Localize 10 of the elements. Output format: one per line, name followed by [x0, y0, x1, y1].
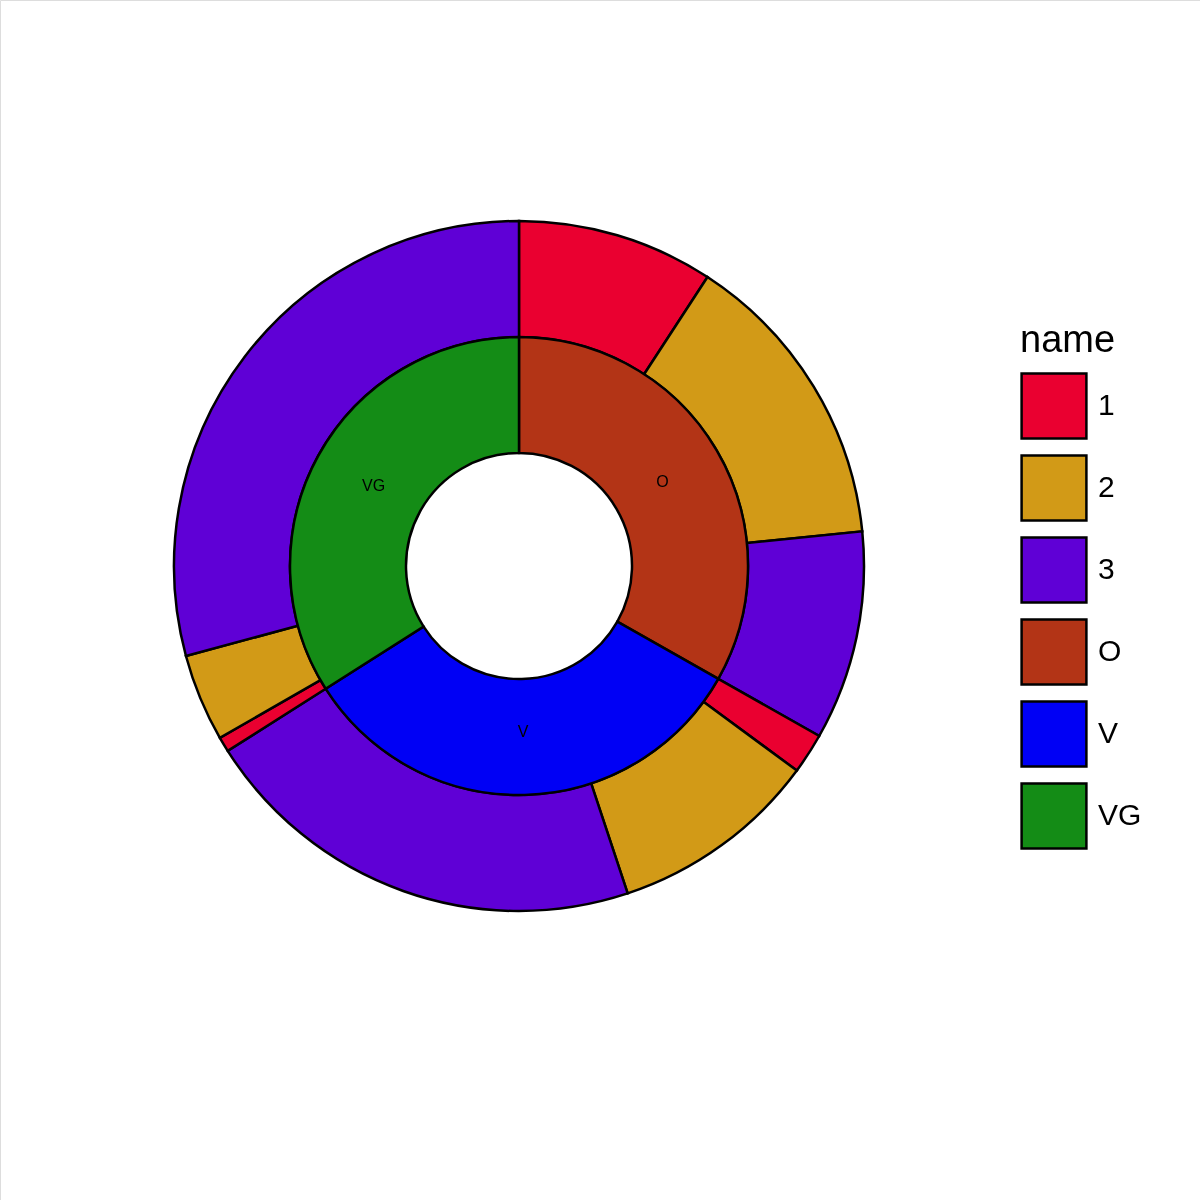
legend-label: VG [1098, 798, 1142, 831]
legend-label: 1 [1098, 388, 1115, 421]
legend-title: name [1020, 318, 1116, 360]
slice-label: O [656, 473, 669, 491]
legend-label: O [1098, 634, 1122, 667]
slice-label: V [517, 722, 529, 740]
legend-label: V [1098, 716, 1119, 749]
legend-label: 3 [1098, 552, 1115, 585]
legend-label: 2 [1098, 470, 1115, 503]
slice-label: VG [361, 477, 386, 495]
